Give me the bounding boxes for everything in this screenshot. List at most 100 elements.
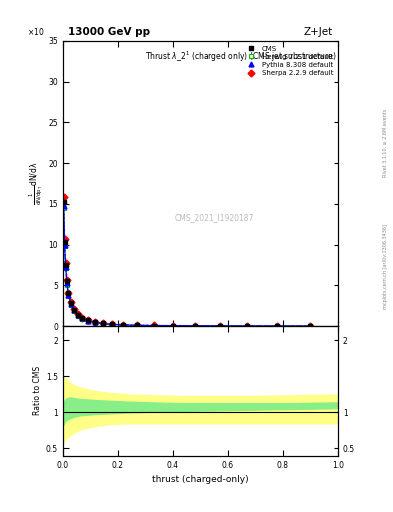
Sherpa 2.2.9 default: [110, 321, 115, 327]
Pythia 8.308 default: [275, 323, 280, 329]
CMS: [66, 290, 71, 296]
Herwig 7.2.1 default: [245, 323, 250, 329]
CMS: [61, 199, 66, 205]
CMS: [64, 278, 70, 284]
Herwig 7.2.1 default: [135, 322, 140, 328]
Herwig 7.2.1 default: [101, 321, 105, 327]
Sherpa 2.2.9 default: [275, 323, 280, 329]
CMS: [63, 262, 68, 268]
CMS: [69, 300, 73, 306]
Sherpa 2.2.9 default: [80, 314, 84, 321]
CMS: [217, 323, 222, 329]
Pythia 8.308 default: [171, 323, 175, 329]
Pythia 8.308 default: [80, 315, 84, 322]
Sherpa 2.2.9 default: [308, 323, 313, 329]
Pythia 8.308 default: [69, 301, 73, 307]
Sherpa 2.2.9 default: [69, 300, 73, 306]
Line: CMS: CMS: [62, 201, 312, 328]
Pythia 8.308 default: [76, 312, 81, 318]
Pythia 8.308 default: [135, 322, 140, 328]
Sherpa 2.2.9 default: [121, 322, 126, 328]
Text: Rivet 3.1.10, ≥ 2.6M events: Rivet 3.1.10, ≥ 2.6M events: [383, 109, 388, 178]
Herwig 7.2.1 default: [66, 293, 71, 299]
Herwig 7.2.1 default: [171, 323, 175, 329]
Sherpa 2.2.9 default: [62, 236, 67, 242]
Sherpa 2.2.9 default: [63, 260, 68, 266]
Text: mcplots.cern.ch [arXiv:1306.3436]: mcplots.cern.ch [arXiv:1306.3436]: [383, 224, 388, 309]
CMS: [80, 315, 84, 321]
Pythia 8.308 default: [151, 323, 156, 329]
CMS: [121, 322, 126, 328]
Sherpa 2.2.9 default: [66, 290, 71, 296]
Sherpa 2.2.9 default: [85, 317, 90, 323]
Text: $\times$10: $\times$10: [27, 26, 45, 37]
CMS: [101, 321, 105, 327]
Pythia 8.308 default: [85, 317, 90, 324]
Line: Pythia 8.308 default: Pythia 8.308 default: [61, 203, 313, 328]
CMS: [151, 323, 156, 329]
Sherpa 2.2.9 default: [101, 320, 105, 326]
Herwig 7.2.1 default: [193, 323, 197, 329]
Sherpa 2.2.9 default: [72, 306, 76, 312]
Pythia 8.308 default: [92, 319, 97, 326]
Herwig 7.2.1 default: [85, 318, 90, 324]
Herwig 7.2.1 default: [69, 302, 73, 308]
Herwig 7.2.1 default: [151, 323, 156, 329]
CMS: [308, 323, 313, 329]
CMS: [110, 321, 115, 327]
Herwig 7.2.1 default: [275, 323, 280, 329]
CMS: [275, 323, 280, 329]
Pythia 8.308 default: [193, 323, 197, 329]
Pythia 8.308 default: [217, 323, 222, 329]
Pythia 8.308 default: [63, 264, 68, 270]
Sherpa 2.2.9 default: [193, 323, 197, 329]
Herwig 7.2.1 default: [61, 205, 66, 211]
X-axis label: thrust (charged-only): thrust (charged-only): [152, 475, 249, 484]
CMS: [171, 323, 175, 329]
CMS: [72, 307, 76, 313]
Text: Z+Jet: Z+Jet: [303, 27, 332, 37]
Line: Sherpa 2.2.9 default: Sherpa 2.2.9 default: [61, 195, 313, 328]
Sherpa 2.2.9 default: [217, 323, 222, 329]
Sherpa 2.2.9 default: [92, 319, 97, 325]
Pythia 8.308 default: [121, 322, 126, 328]
Pythia 8.308 default: [62, 242, 67, 248]
Herwig 7.2.1 default: [62, 243, 67, 249]
Sherpa 2.2.9 default: [61, 194, 66, 200]
Y-axis label: Ratio to CMS: Ratio to CMS: [33, 366, 42, 415]
Herwig 7.2.1 default: [92, 319, 97, 326]
Herwig 7.2.1 default: [72, 308, 76, 314]
Herwig 7.2.1 default: [121, 322, 126, 328]
Pythia 8.308 default: [110, 322, 115, 328]
Sherpa 2.2.9 default: [151, 323, 156, 329]
Herwig 7.2.1 default: [308, 323, 313, 329]
Y-axis label: $\mathrm{\frac{1}{dN/dp_T} dN/d\lambda}$: $\mathrm{\frac{1}{dN/dp_T} dN/d\lambda}$: [27, 162, 44, 205]
CMS: [76, 312, 81, 318]
Pythia 8.308 default: [101, 321, 105, 327]
Herwig 7.2.1 default: [110, 322, 115, 328]
Herwig 7.2.1 default: [80, 315, 84, 322]
Pythia 8.308 default: [245, 323, 250, 329]
Sherpa 2.2.9 default: [76, 311, 81, 317]
Text: 13000 GeV pp: 13000 GeV pp: [68, 27, 151, 37]
Pythia 8.308 default: [66, 292, 71, 298]
Sherpa 2.2.9 default: [135, 322, 140, 328]
Sherpa 2.2.9 default: [245, 323, 250, 329]
CMS: [92, 319, 97, 325]
Sherpa 2.2.9 default: [171, 323, 175, 329]
Pythia 8.308 default: [72, 307, 76, 313]
CMS: [193, 323, 197, 329]
CMS: [62, 239, 67, 245]
Legend: CMS, Herwig 7.2.1 default, Pythia 8.308 default, Sherpa 2.2.9 default: CMS, Herwig 7.2.1 default, Pythia 8.308 …: [242, 45, 334, 77]
Pythia 8.308 default: [308, 323, 313, 329]
Herwig 7.2.1 default: [64, 282, 70, 288]
Line: Herwig 7.2.1 default: Herwig 7.2.1 default: [61, 205, 313, 328]
CMS: [85, 317, 90, 324]
CMS: [245, 323, 250, 329]
Herwig 7.2.1 default: [76, 313, 81, 319]
Sherpa 2.2.9 default: [64, 276, 70, 283]
Herwig 7.2.1 default: [217, 323, 222, 329]
Herwig 7.2.1 default: [63, 265, 68, 271]
Text: CMS_2021_I1920187: CMS_2021_I1920187: [174, 213, 254, 222]
Pythia 8.308 default: [61, 202, 66, 208]
